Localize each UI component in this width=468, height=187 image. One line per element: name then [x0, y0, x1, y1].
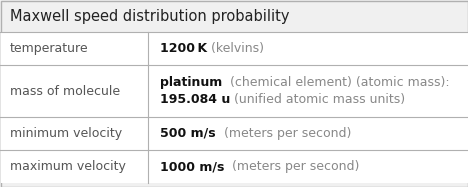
Text: 1200 K: 1200 K	[160, 42, 207, 55]
Text: 195.084 u: 195.084 u	[160, 93, 230, 106]
Text: (unified atomic mass units): (unified atomic mass units)	[230, 93, 405, 106]
Text: 1000 m/s: 1000 m/s	[160, 160, 224, 173]
Bar	[0, 117, 468, 150]
Bar	[0, 150, 468, 183]
Bar	[0, 65, 468, 117]
Text: (meters per second): (meters per second)	[224, 160, 360, 173]
Text: temperature: temperature	[10, 42, 88, 55]
Text: mass of molecule: mass of molecule	[10, 85, 120, 97]
Text: (chemical element) (atomic mass):: (chemical element) (atomic mass):	[222, 76, 450, 89]
Text: (meters per second): (meters per second)	[216, 127, 351, 140]
Text: maximum velocity: maximum velocity	[10, 160, 126, 173]
Text: Maxwell speed distribution probability: Maxwell speed distribution probability	[10, 8, 290, 24]
Bar	[0, 32, 468, 65]
Text: 500 m/s: 500 m/s	[160, 127, 216, 140]
Text: platinum: platinum	[160, 76, 222, 89]
Text: (kelvins): (kelvins)	[207, 42, 264, 55]
Text: minimum velocity: minimum velocity	[10, 127, 122, 140]
